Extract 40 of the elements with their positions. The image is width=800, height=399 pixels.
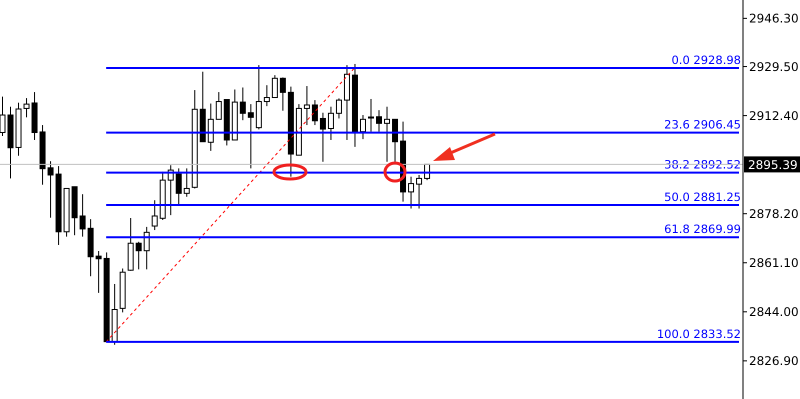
candlestick [208,103,214,152]
candlestick [376,110,382,132]
candlestick [392,118,398,162]
ref-line-label: 100.0 2833.52 [656,326,741,341]
candlestick [24,98,30,118]
y-tick-label: 2929.50 [749,60,799,74]
candlestick [336,98,342,119]
candlestick [312,100,318,126]
candlestick [304,86,310,126]
candlestick [80,194,86,238]
candlestick [48,160,54,218]
ref-line-label: 61.8 2869.99 [664,222,741,236]
ref-line-label: 23.6 2906.45 [664,118,741,132]
y-tick-label: 2861.10 [749,256,799,270]
candlestick [248,104,254,169]
y-tick-label: 2844.00 [749,305,799,320]
candlestick [368,98,374,132]
candlestick [152,200,158,231]
candlestick [280,76,286,112]
candlestick [264,84,270,107]
ref-line-label: 0.0 2928.98 [671,53,741,68]
candlestick [416,174,422,210]
candlestick [360,114,366,140]
candlestick [240,86,246,121]
candlestick [96,250,102,294]
y-tick-label: 2946.30 [749,12,799,26]
y-tick-label: 2912.40 [749,108,799,123]
candlestick [320,112,326,162]
candlestick [216,92,222,120]
y-tick-label: 2878.20 [749,206,799,221]
candlestick [408,176,414,210]
ref-line-label: 50.0 2881.25 [664,190,741,204]
ref-line-label: 2895.39 [748,158,798,172]
candlestick [184,168,190,198]
candlestick [136,241,142,270]
candlestick [384,106,390,162]
candlestick [176,168,182,205]
candlestick [272,74,278,98]
candlestick [328,106,334,140]
y-tick-label: 2826.90 [749,354,799,368]
